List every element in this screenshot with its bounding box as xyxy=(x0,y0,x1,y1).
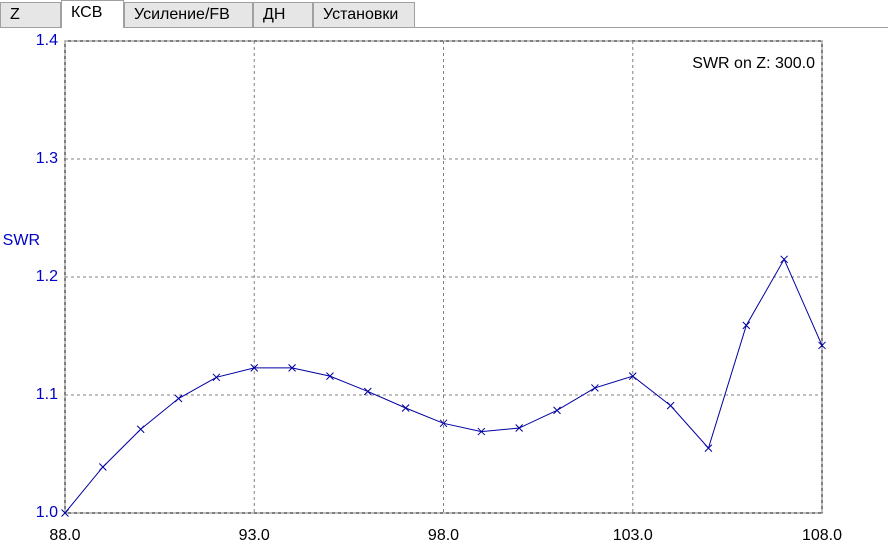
marker xyxy=(666,401,675,410)
marker xyxy=(515,424,524,432)
marker xyxy=(818,341,826,350)
tab[interactable]: ДН xyxy=(253,2,313,27)
y-tick-label: 1.0 xyxy=(36,504,58,521)
marker xyxy=(439,419,448,428)
tab[interactable]: Усиление/FB xyxy=(124,2,253,27)
marker xyxy=(288,364,296,372)
marker xyxy=(136,425,145,434)
x-tick-label: 103.0 xyxy=(613,527,653,544)
y-axis-label: SWR xyxy=(3,232,40,249)
y-tick-label: 1.1 xyxy=(36,386,58,403)
marker xyxy=(250,364,259,372)
y-tick-label: 1.2 xyxy=(36,268,58,285)
marker xyxy=(704,444,713,452)
marker xyxy=(326,372,334,380)
tab[interactable]: Z xyxy=(0,2,61,27)
marker xyxy=(780,255,789,264)
marker xyxy=(363,387,372,396)
marker xyxy=(212,373,221,382)
marker xyxy=(477,427,486,436)
marker xyxy=(591,384,599,392)
tab[interactable]: Установки xyxy=(313,2,415,27)
marker xyxy=(553,406,561,415)
marker xyxy=(742,321,751,330)
tab-active[interactable]: КСВ xyxy=(61,0,124,28)
x-tick-label: 93.0 xyxy=(239,527,270,544)
y-tick-label: 1.4 xyxy=(36,32,58,49)
marker xyxy=(401,404,410,412)
marker xyxy=(61,509,69,517)
x-tick-label: 108.0 xyxy=(802,527,842,544)
tab-bar: Z КСВ Усиление/FB ДН Установки xyxy=(0,0,888,28)
annotation: SWR on Z: 300.0 xyxy=(692,55,815,72)
marker xyxy=(98,463,107,471)
y-tick-label: 1.3 xyxy=(36,150,58,167)
marker xyxy=(628,372,637,380)
x-tick-label: 98.0 xyxy=(428,527,459,544)
x-tick-label: 88.0 xyxy=(49,527,80,544)
marker xyxy=(174,394,183,403)
